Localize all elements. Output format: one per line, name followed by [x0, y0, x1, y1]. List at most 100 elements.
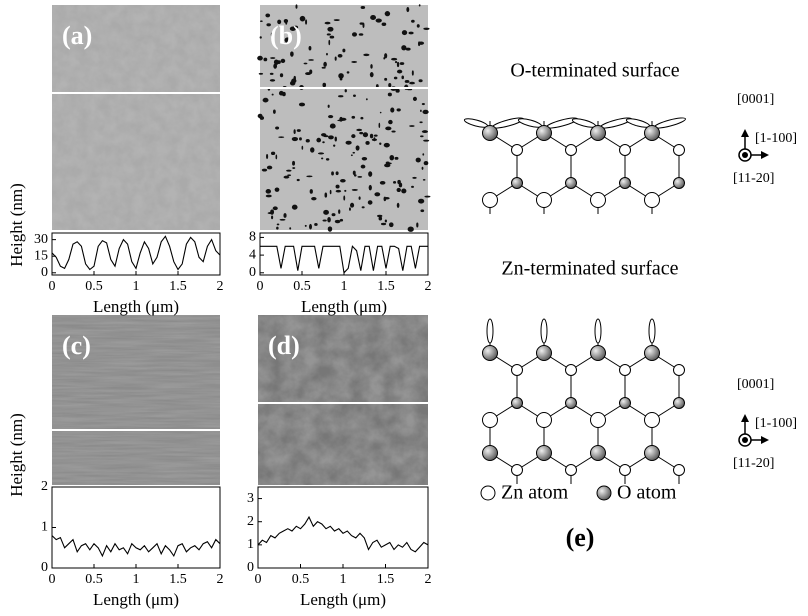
pit: [365, 140, 370, 145]
pit: [276, 226, 279, 230]
pit: [381, 22, 387, 26]
pit: [309, 189, 313, 194]
x-tick-label: 2: [425, 279, 432, 294]
pit: [324, 192, 328, 198]
o-atom: [511, 177, 523, 189]
pit: [333, 144, 336, 147]
pit: [292, 160, 296, 166]
out-of-plane-dot: [742, 437, 748, 443]
pit: [351, 32, 358, 37]
pit: [296, 129, 301, 132]
pit: [265, 194, 272, 198]
pit: [322, 141, 325, 144]
pit: [266, 154, 269, 159]
pit: [275, 154, 278, 160]
pit: [322, 219, 327, 222]
zn-legend: Zn atom: [501, 482, 569, 504]
pit: [396, 108, 401, 112]
pit: [409, 125, 415, 127]
pit: [358, 33, 364, 36]
pit: [351, 115, 356, 119]
zn-atom: [536, 192, 552, 208]
pit: [408, 31, 414, 35]
pit: [257, 55, 263, 61]
pit: [412, 176, 417, 179]
dangling-bond: [600, 117, 632, 129]
pit: [418, 41, 421, 47]
pit: [291, 137, 299, 142]
pit: [270, 57, 276, 59]
x-axis-label: Length (μm): [301, 297, 387, 316]
pit: [308, 59, 314, 61]
zn-atom: [644, 412, 660, 428]
pit: [325, 158, 330, 161]
pit: [273, 109, 276, 114]
direction-label: [11-20]: [733, 171, 774, 186]
pit: [291, 204, 298, 210]
pit: [301, 145, 304, 150]
o-atom: [644, 345, 660, 361]
pit: [383, 56, 386, 60]
pit: [423, 139, 430, 142]
pit: [278, 136, 285, 139]
pit: [295, 4, 298, 9]
y-tick-label: 2: [41, 479, 48, 494]
pit: [265, 189, 272, 194]
x-tick-label: 1: [341, 279, 348, 294]
pit: [266, 165, 273, 170]
panel-label: (d): [268, 331, 300, 360]
pit: [423, 27, 430, 31]
pit: [368, 171, 373, 177]
pit: [399, 62, 405, 65]
o-atom: [565, 397, 577, 409]
pit: [358, 196, 361, 200]
x-tick-label: 0: [257, 279, 264, 294]
pit: [334, 136, 337, 142]
o-atom: [536, 445, 552, 461]
pit: [258, 72, 264, 75]
o-atom: [673, 177, 685, 189]
o-atom: [511, 397, 523, 409]
pit: [384, 53, 388, 59]
o-atom: [644, 125, 660, 141]
zn-atom: [644, 192, 660, 208]
pit: [420, 209, 425, 213]
pit: [418, 79, 423, 83]
arrow-head: [741, 414, 749, 422]
pit: [293, 129, 296, 135]
pit: [401, 188, 407, 194]
panel-label: (a): [62, 21, 92, 50]
pit: [360, 116, 364, 120]
pit: [321, 66, 326, 69]
pit: [267, 212, 274, 215]
o-legend-marker: [596, 485, 612, 501]
x-axis-label: Length (μm): [93, 590, 179, 609]
dangling-bond: [492, 117, 524, 129]
pit: [340, 178, 346, 183]
pit: [289, 26, 296, 31]
o-atom: [536, 345, 552, 361]
pit: [292, 167, 296, 169]
dangling-bond: [540, 318, 548, 344]
pit: [421, 166, 424, 170]
o-atom: [482, 445, 498, 461]
arrow-head: [741, 129, 749, 137]
pit: [385, 126, 392, 131]
x-tick-label: 2: [425, 572, 432, 587]
pit: [404, 80, 410, 83]
direction-label: [1-100]: [755, 416, 797, 431]
o-legend: O atom: [617, 482, 677, 504]
pit: [412, 96, 417, 102]
o-title: O-terminated surface: [510, 60, 679, 82]
o-atom: [536, 125, 552, 141]
pit: [271, 215, 274, 220]
y-tick-label: 3: [247, 491, 254, 506]
pit: [360, 6, 366, 9]
pit: [317, 152, 325, 155]
pit: [375, 18, 382, 23]
pit: [362, 22, 365, 28]
pit: [305, 19, 308, 25]
arrow-head: [761, 436, 769, 444]
pit: [422, 153, 425, 156]
pit: [363, 53, 370, 57]
